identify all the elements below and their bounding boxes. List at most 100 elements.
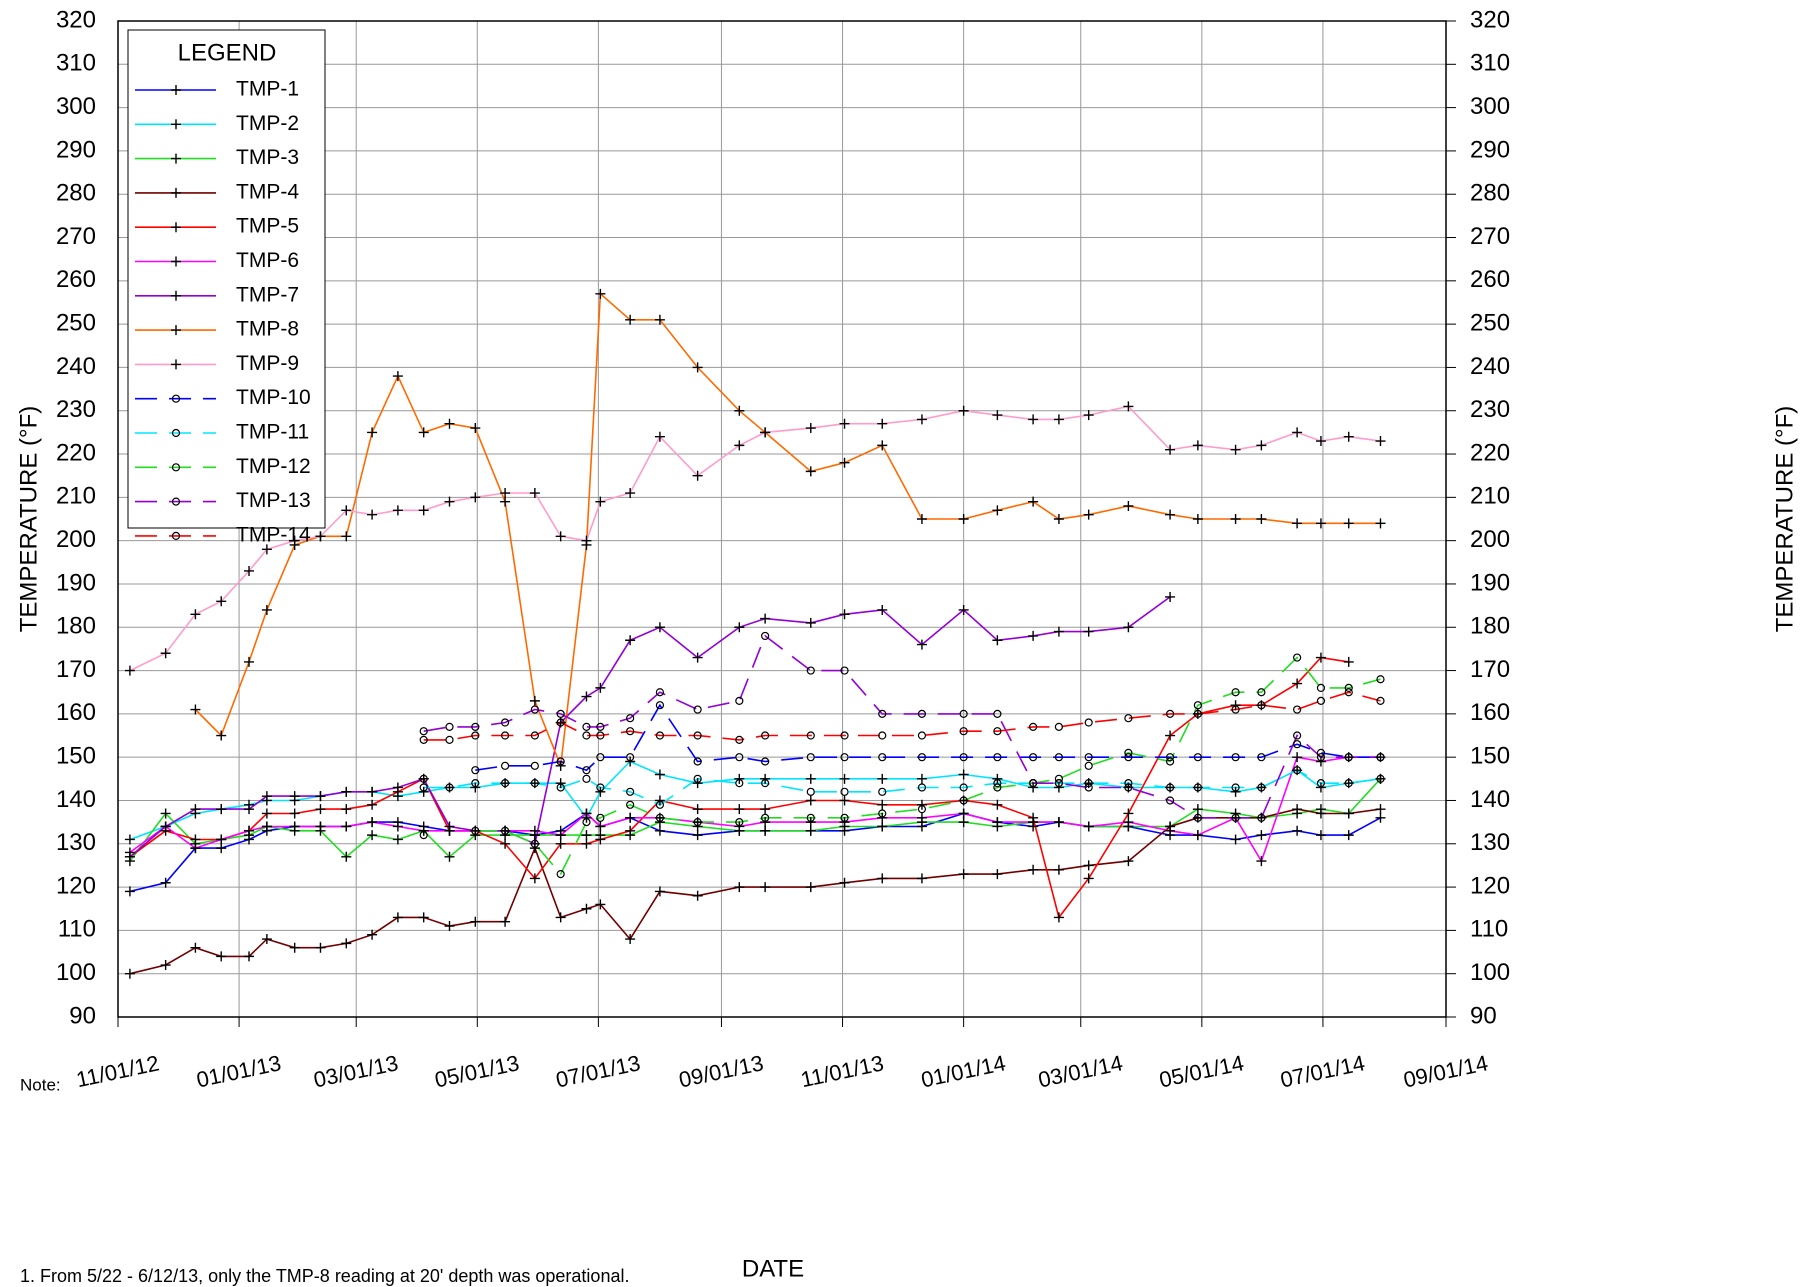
marker bbox=[735, 779, 744, 788]
marker bbox=[1193, 753, 1202, 762]
marker bbox=[760, 613, 771, 624]
marker bbox=[530, 839, 539, 848]
marker bbox=[1293, 731, 1302, 740]
legend-marker bbox=[171, 463, 181, 472]
marker bbox=[1165, 753, 1175, 762]
marker bbox=[216, 951, 227, 962]
y2-tick-label: 100 bbox=[1470, 959, 1510, 986]
y-tick-label: 160 bbox=[56, 699, 96, 726]
marker bbox=[1293, 766, 1302, 775]
marker bbox=[444, 851, 455, 862]
marker bbox=[877, 418, 888, 429]
marker bbox=[1256, 440, 1267, 451]
series-line bbox=[194, 292, 1381, 767]
legend-label: TMP-8 bbox=[236, 318, 299, 341]
marker bbox=[1029, 753, 1038, 762]
marker bbox=[693, 757, 702, 766]
marker bbox=[1123, 808, 1134, 819]
marker bbox=[1231, 783, 1240, 792]
marker bbox=[392, 782, 403, 793]
marker bbox=[654, 769, 665, 780]
marker bbox=[216, 804, 227, 815]
marker bbox=[581, 838, 592, 849]
marker bbox=[581, 808, 592, 819]
marker bbox=[367, 929, 378, 940]
marker bbox=[581, 535, 592, 546]
marker bbox=[124, 851, 135, 862]
marker bbox=[1316, 683, 1326, 692]
marker bbox=[1165, 757, 1175, 766]
marker bbox=[692, 804, 703, 815]
series-line bbox=[475, 656, 1381, 876]
marker bbox=[805, 773, 816, 784]
marker bbox=[392, 834, 403, 845]
marker bbox=[1083, 821, 1094, 832]
marker bbox=[625, 635, 636, 646]
note-text: 1. From 5/22 - 6/12/13, only the TMP-8 r… bbox=[20, 1266, 629, 1286]
marker bbox=[1123, 622, 1134, 633]
marker bbox=[1124, 779, 1133, 788]
marker bbox=[160, 808, 171, 819]
marker bbox=[315, 821, 326, 832]
marker bbox=[216, 834, 227, 845]
legend-label: TMP-14 bbox=[236, 523, 311, 546]
y-tick-label: 110 bbox=[58, 916, 96, 943]
marker bbox=[760, 773, 771, 784]
legend-label: TMP-1 bbox=[236, 78, 299, 101]
marker bbox=[529, 695, 540, 706]
marker bbox=[1231, 813, 1240, 822]
y2-tick-label: 270 bbox=[1470, 223, 1510, 250]
marker bbox=[917, 783, 927, 792]
marker bbox=[500, 718, 510, 727]
legend-label: TMP-9 bbox=[236, 352, 299, 375]
marker bbox=[958, 808, 969, 819]
marker bbox=[315, 804, 326, 815]
marker bbox=[734, 821, 745, 832]
y-tick-label: 290 bbox=[56, 136, 96, 163]
marker bbox=[806, 666, 815, 675]
marker bbox=[761, 813, 770, 822]
marker bbox=[444, 921, 455, 932]
marker bbox=[840, 731, 849, 740]
legend-marker bbox=[171, 187, 181, 198]
marker bbox=[581, 691, 592, 702]
marker bbox=[1316, 753, 1326, 762]
marker bbox=[1124, 753, 1133, 762]
marker bbox=[470, 492, 481, 503]
marker bbox=[190, 804, 201, 815]
marker bbox=[1343, 518, 1354, 529]
marker bbox=[419, 727, 428, 736]
marker bbox=[760, 825, 771, 836]
marker bbox=[555, 531, 566, 542]
y-tick-label: 150 bbox=[56, 743, 96, 770]
marker bbox=[1193, 701, 1202, 710]
marker bbox=[530, 779, 539, 788]
marker bbox=[655, 688, 665, 697]
marker bbox=[555, 912, 566, 923]
marker bbox=[471, 826, 480, 835]
marker bbox=[1344, 753, 1353, 762]
marker bbox=[500, 826, 510, 835]
marker bbox=[418, 427, 429, 438]
marker bbox=[289, 535, 300, 546]
marker bbox=[1029, 722, 1038, 731]
marker bbox=[1124, 783, 1133, 792]
marker bbox=[216, 730, 227, 741]
marker bbox=[124, 968, 135, 979]
marker bbox=[734, 773, 745, 784]
marker bbox=[1344, 779, 1353, 788]
marker bbox=[160, 821, 171, 832]
marker bbox=[595, 288, 606, 299]
marker bbox=[244, 656, 255, 667]
marker bbox=[1054, 722, 1064, 731]
marker bbox=[1292, 804, 1303, 815]
marker bbox=[992, 817, 1003, 828]
marker bbox=[1053, 912, 1064, 923]
marker bbox=[471, 779, 480, 788]
marker bbox=[471, 722, 480, 731]
marker bbox=[1054, 753, 1064, 762]
marker bbox=[1257, 813, 1266, 822]
legend-marker bbox=[171, 153, 181, 164]
marker bbox=[419, 831, 428, 840]
y2-tick-label: 250 bbox=[1470, 309, 1510, 336]
